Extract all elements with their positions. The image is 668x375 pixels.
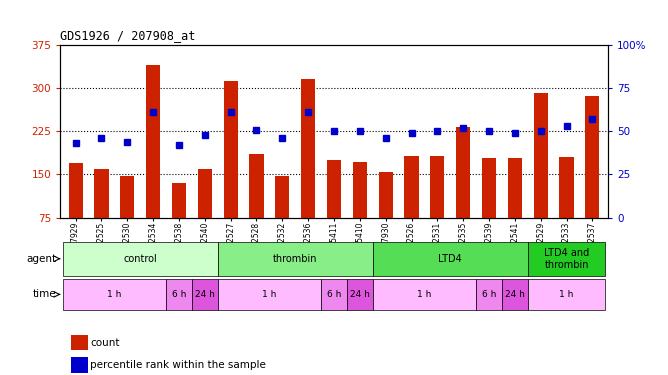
Bar [218, 279, 321, 310]
Text: 1 h: 1 h [559, 290, 574, 299]
Bar [275, 176, 289, 217]
Text: 24 h: 24 h [195, 290, 214, 299]
Bar [63, 279, 166, 310]
Text: 24 h: 24 h [505, 290, 525, 299]
Bar [120, 176, 134, 217]
Bar [430, 156, 444, 218]
Bar [192, 279, 218, 310]
Bar [71, 334, 88, 350]
Text: agent: agent [27, 254, 57, 264]
Bar [373, 279, 476, 310]
Bar [249, 154, 264, 218]
Text: 6 h: 6 h [482, 290, 496, 299]
Bar [508, 158, 522, 218]
Text: 6 h: 6 h [327, 290, 341, 299]
Bar [502, 279, 528, 310]
Bar [379, 171, 393, 217]
Bar [94, 169, 109, 217]
Bar [456, 127, 470, 218]
Text: LTD4 and
thrombin: LTD4 and thrombin [544, 248, 589, 270]
Text: time: time [33, 290, 57, 299]
Bar [166, 279, 192, 310]
Bar [347, 279, 373, 310]
Bar [585, 96, 599, 218]
Bar [71, 357, 88, 373]
Bar [69, 163, 83, 218]
Bar [63, 242, 218, 276]
Text: 1 h: 1 h [418, 290, 432, 299]
Bar [482, 158, 496, 218]
Bar [353, 162, 367, 218]
Bar [301, 80, 315, 218]
Text: 6 h: 6 h [172, 290, 186, 299]
Bar [146, 65, 160, 218]
Text: thrombin: thrombin [273, 254, 317, 264]
Text: LTD4: LTD4 [438, 254, 462, 264]
Text: 24 h: 24 h [350, 290, 370, 299]
Text: count: count [90, 338, 120, 348]
Bar [321, 279, 347, 310]
Text: control: control [124, 254, 157, 264]
Bar [172, 183, 186, 218]
Bar [198, 169, 212, 217]
Bar [476, 279, 502, 310]
Bar [373, 242, 528, 276]
Text: 1 h: 1 h [107, 290, 122, 299]
Bar [534, 93, 548, 218]
Bar [528, 279, 605, 310]
Bar [224, 81, 238, 218]
Bar [528, 242, 605, 276]
Text: 1 h: 1 h [263, 290, 277, 299]
Bar [404, 156, 419, 218]
Bar [218, 242, 373, 276]
Bar [559, 157, 574, 218]
Bar [327, 160, 341, 218]
Text: percentile rank within the sample: percentile rank within the sample [90, 360, 266, 370]
Text: GDS1926 / 207908_at: GDS1926 / 207908_at [60, 30, 196, 42]
